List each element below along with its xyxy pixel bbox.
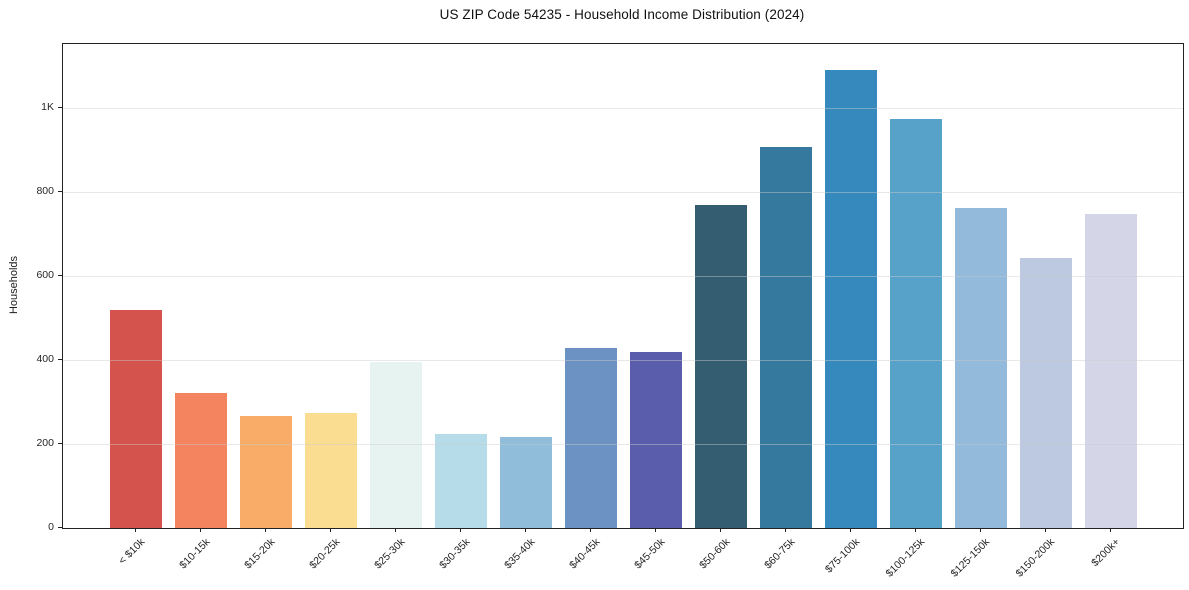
x-tick-mark [979, 528, 981, 532]
x-tick-label: $30-35k [436, 536, 472, 572]
bar-50-60k [694, 204, 747, 528]
bar-10k [109, 309, 162, 528]
x-tick-label: $100-125k [883, 536, 927, 580]
x-tick-label: $60-75k [761, 536, 797, 572]
x-tick-label: $150-200k [1013, 536, 1057, 580]
x-tick-label: < $10k [115, 536, 147, 567]
x-tick-mark [654, 528, 656, 532]
bar-20-25k [304, 412, 357, 528]
gridline-y-800 [63, 192, 1183, 194]
gridline-y-600 [63, 276, 1183, 278]
y-tick-label: 1K [41, 101, 54, 114]
x-tick-label: $200k+ [1088, 536, 1122, 570]
bar-30-35k [434, 433, 487, 528]
x-tick-mark [1044, 528, 1046, 532]
bar-10-15k [174, 392, 227, 528]
y-tick-label: 800 [36, 185, 54, 198]
bar-200k [1084, 214, 1137, 528]
y-tick-label: 0 [48, 521, 54, 533]
y-tick-mark [58, 107, 62, 109]
y-tick-mark [58, 443, 62, 445]
x-tick-label: $75-100k [822, 536, 862, 576]
y-tick-mark [58, 191, 62, 193]
gridline-y-200 [63, 444, 1183, 446]
x-tick-mark [719, 528, 721, 532]
gridline-y-400 [63, 360, 1183, 362]
x-tick-mark [849, 528, 851, 532]
bar-60-75k [759, 146, 812, 528]
bar-40-45k [564, 347, 617, 528]
x-tick-label: $20-25k [306, 536, 342, 572]
x-tick-label: $10-15k [176, 536, 212, 572]
x-tick-mark [329, 528, 331, 532]
bar-125-150k [954, 208, 1007, 528]
x-tick-mark [134, 528, 136, 532]
y-tick-mark [58, 359, 62, 361]
y-tick-label: 200 [36, 437, 54, 450]
x-tick-mark [914, 528, 916, 532]
x-tick-label: $40-45k [566, 536, 602, 572]
y-tick-label: 400 [36, 353, 54, 366]
x-tick-label: $25-30k [371, 536, 407, 572]
x-tick-label: $35-40k [501, 536, 537, 572]
y-tick-mark [58, 275, 62, 277]
x-tick-mark [524, 528, 526, 532]
x-tick-mark [589, 528, 591, 532]
gridline-y-1k [63, 108, 1183, 110]
x-tick-mark [784, 528, 786, 532]
y-tick-mark [58, 527, 62, 528]
y-tick-label: 600 [36, 269, 54, 282]
bar-15-20k [239, 415, 292, 528]
x-tick-mark [394, 528, 396, 532]
x-tick-label: $50-60k [696, 536, 732, 572]
plot-area [62, 43, 1184, 529]
x-tick-mark [264, 528, 266, 532]
bar-45-50k [629, 351, 682, 528]
y-axis-label: Households [8, 255, 20, 315]
x-tick-label: $15-20k [241, 536, 277, 572]
x-tick-mark [459, 528, 461, 532]
chart-title: US ZIP Code 54235 - Household Income Dis… [439, 7, 805, 22]
x-tick-mark [1109, 528, 1111, 532]
bar-100-125k [889, 119, 942, 528]
bar-25-30k [369, 362, 422, 528]
x-tick-mark [199, 528, 201, 532]
bar-150-200k [1019, 258, 1072, 528]
x-tick-label: $45-50k [631, 536, 667, 572]
bar-75-100k [824, 69, 877, 528]
x-tick-label: $125-150k [948, 536, 992, 580]
bar-35-40k [499, 436, 552, 528]
